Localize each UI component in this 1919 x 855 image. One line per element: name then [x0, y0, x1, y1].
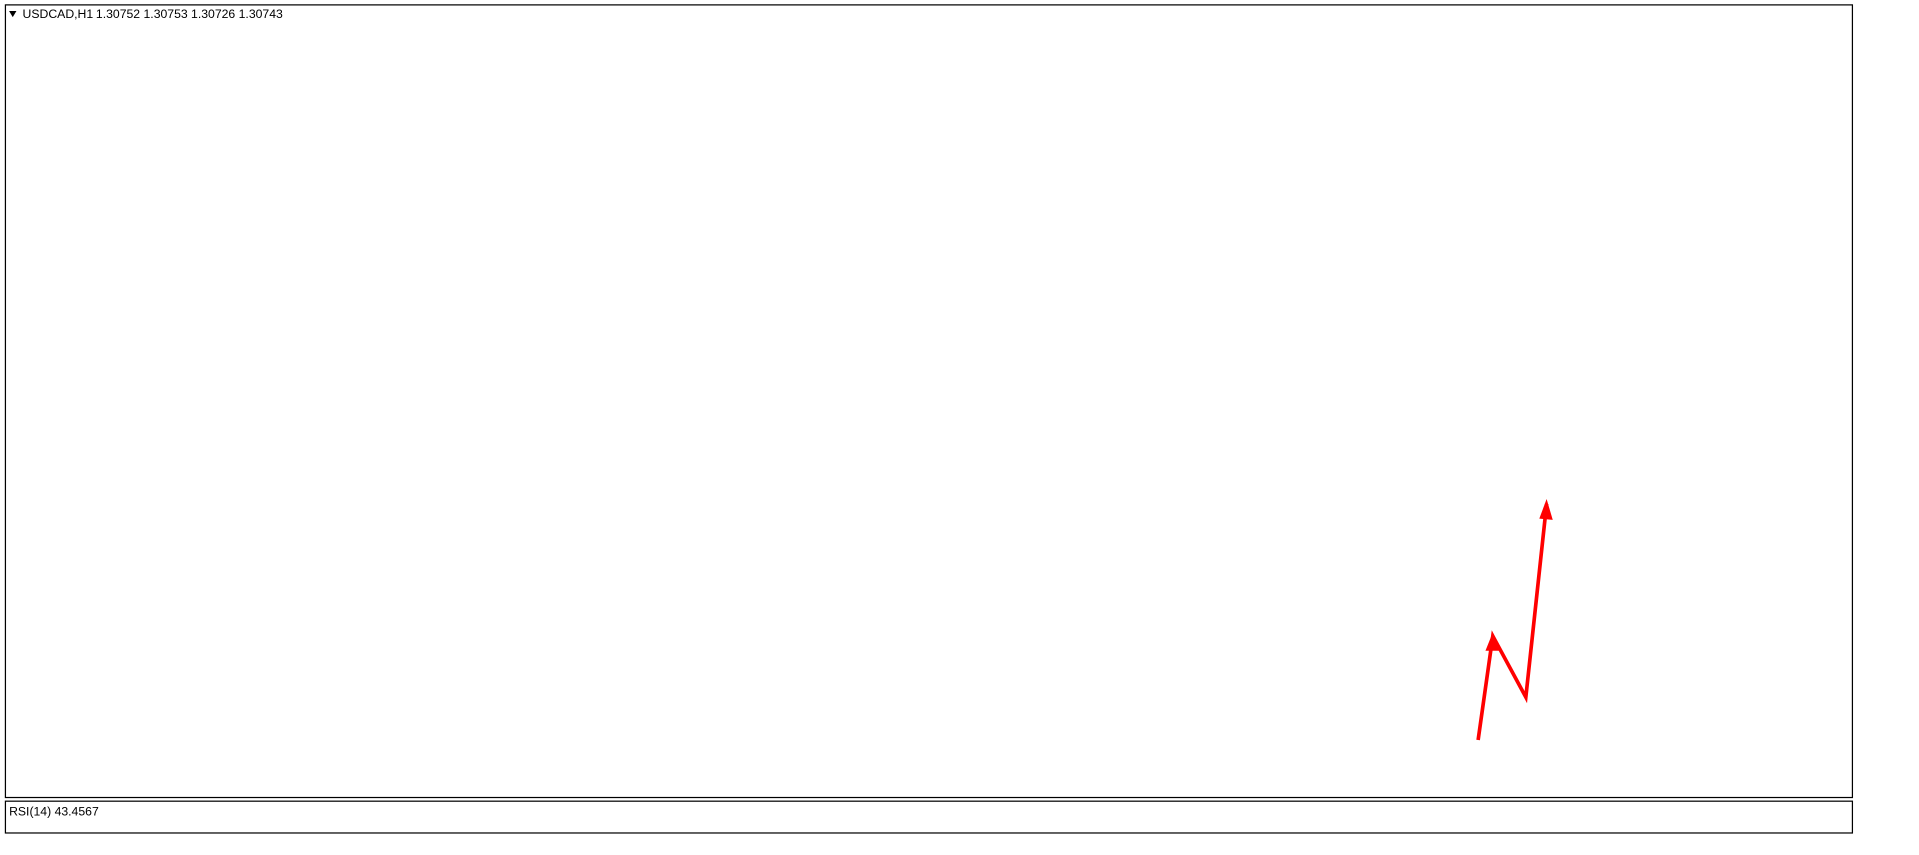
arrow-head [1539, 499, 1553, 520]
rsi-label: RSI(14) 43.4567 [9, 804, 99, 818]
menu-triangle [9, 11, 17, 18]
forecast-arrow [1476, 503, 1549, 741]
quote: 1.30752 1.30753 1.30726 1.30743 [96, 7, 283, 21]
symbol: USDCAD,H1 [23, 7, 94, 21]
plot-frame [4, 4, 1854, 799]
arrow-head [1485, 632, 1499, 651]
rsi-frame [4, 800, 1854, 834]
